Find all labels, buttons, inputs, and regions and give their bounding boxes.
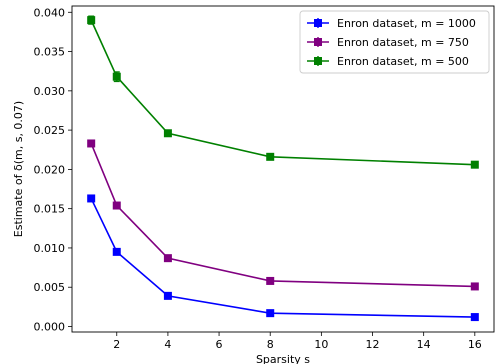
y-axis-label: Estimate of δ(m, s, 0.07) [12, 101, 25, 237]
y-tick-label: 0.005 [34, 281, 66, 294]
series-line [90, 143, 475, 288]
data-point [112, 201, 121, 210]
y-tick-label: 0.035 [34, 46, 66, 59]
data-point [266, 276, 275, 285]
legend-marker [314, 19, 322, 27]
x-tick-label: 14 [417, 338, 431, 351]
y-tick-label: 0.010 [34, 242, 66, 255]
x-axis-label: Sparsity s [256, 353, 310, 364]
data-point [470, 313, 479, 322]
x-tick-label: 10 [314, 338, 328, 351]
x-tick-label: 16 [468, 338, 482, 351]
data-point [266, 152, 275, 161]
data-point [87, 16, 96, 25]
y-tick-label: 0.030 [34, 85, 66, 98]
data-point [470, 160, 479, 169]
data-point [163, 291, 172, 300]
legend-label: Enron dataset, m = 750 [337, 36, 469, 49]
y-tick-label: 0.015 [34, 203, 66, 216]
legend-marker [314, 57, 322, 65]
data-point [112, 72, 121, 81]
y-tick-label: 0.020 [34, 163, 66, 176]
legend: Enron dataset, m = 1000 Enron dataset, m … [299, 10, 490, 74]
data-point [163, 129, 172, 138]
legend-box [299, 10, 490, 74]
x-tick-label: 2 [113, 338, 120, 351]
x-tick-label: 4 [164, 338, 171, 351]
data-point [87, 139, 96, 148]
x-tick-label: 8 [267, 338, 274, 351]
data-point [163, 254, 172, 263]
y-tick-label: 0.025 [34, 124, 66, 137]
series-line [90, 198, 475, 318]
legend-label: Enron dataset, m = 500 [337, 55, 469, 68]
legend-label: Enron dataset, m = 1000 [337, 17, 476, 30]
y-axis: 0.000 0.005 0.010 0.015 0.020 0.025 0.030 0.035… [34, 6, 72, 334]
x-tick-label: 6 [216, 338, 223, 351]
series-layer [87, 15, 479, 322]
data-point [266, 309, 275, 318]
y-tick-label: 0.040 [34, 6, 66, 19]
data-point [112, 247, 121, 256]
y-tick-label: 0.000 [34, 321, 66, 334]
legend-marker [314, 38, 322, 46]
x-axis: 2 4 6 8 10 12 14 16 [113, 332, 482, 351]
x-tick-label: 12 [366, 338, 380, 351]
data-point [470, 282, 479, 291]
data-point [87, 194, 96, 203]
